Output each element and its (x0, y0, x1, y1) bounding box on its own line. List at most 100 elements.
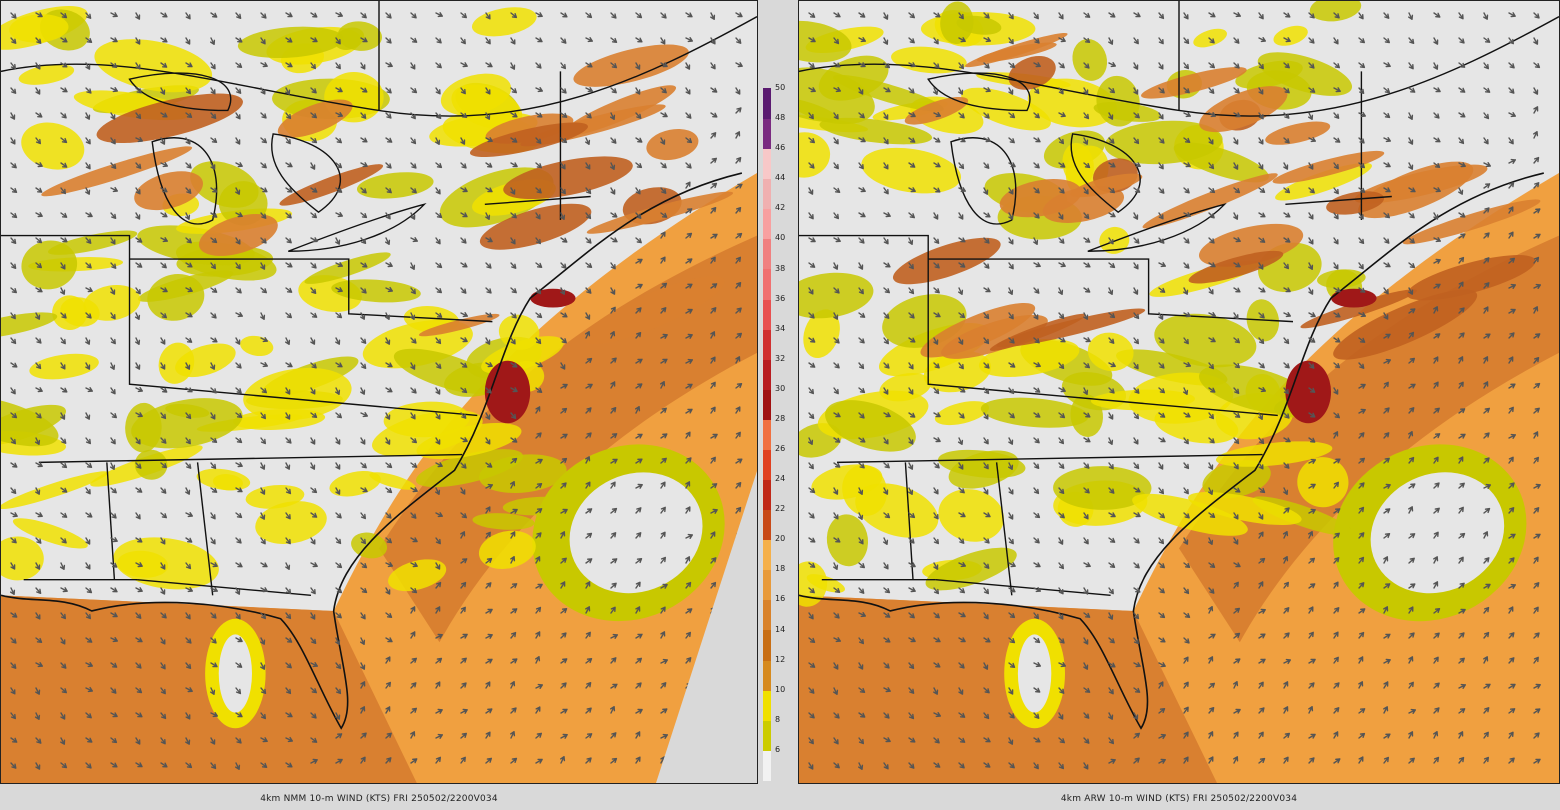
wind-arrow (1208, 462, 1214, 470)
wind-arrow (1283, 362, 1290, 369)
wind-arrow (1133, 757, 1140, 764)
wind-arrow (585, 733, 593, 739)
colorbar-swatch (763, 479, 771, 511)
wind-arrow (185, 162, 192, 169)
wind-arrow (933, 37, 939, 45)
wind-arrow (1333, 162, 1339, 170)
wind-arrow (1258, 37, 1266, 43)
wind-arrow (1508, 657, 1515, 664)
wind-arrow (185, 662, 192, 669)
wind-arrow (1233, 437, 1240, 445)
wind-arrow (285, 736, 293, 743)
wind-arrow (435, 681, 441, 689)
wind-arrow (560, 756, 566, 764)
wind-speed-streak (96, 93, 243, 144)
wind-arrow (1108, 437, 1114, 445)
wind-arrow (135, 587, 143, 593)
wind-arrow (285, 337, 291, 345)
wind-arrow (1533, 256, 1540, 264)
wind-arrow (360, 412, 368, 418)
wind-speed-patch (479, 454, 567, 494)
wind-arrow (1158, 562, 1165, 569)
wind-arrow (1058, 687, 1065, 694)
wind-arrow (410, 62, 416, 70)
wind-arrow (883, 262, 891, 268)
wind-arrow (1183, 706, 1189, 714)
wind-arrow (235, 437, 243, 444)
wind-arrow (808, 712, 815, 719)
wind-arrow (60, 587, 68, 593)
wind-speed-streak (479, 203, 592, 250)
wind-arrow (35, 462, 43, 468)
wind-arrow (908, 362, 914, 370)
wind-arrow (808, 487, 816, 494)
wind-arrow (1208, 512, 1216, 518)
wind-arrow (983, 437, 989, 445)
wind-arrow (883, 212, 891, 218)
wind-arrow (485, 681, 491, 689)
wind-arrow (110, 112, 116, 120)
wind-arrow (385, 286, 393, 293)
wind-arrow (1258, 707, 1265, 714)
wind-arrow (1283, 62, 1290, 69)
wind-arrow (1408, 237, 1415, 244)
wind-arrow (685, 112, 692, 119)
coastline (1, 172, 743, 730)
wind-arrow (260, 437, 266, 445)
map-panel-nmm: 4km NMM 10-m WIND (KTS) FRI 250502/2200V… (0, 0, 758, 810)
wind-arrow (360, 437, 366, 445)
wind-arrow (360, 112, 367, 119)
wind-arrow (1233, 537, 1239, 545)
ocean-wind-band (1179, 235, 1559, 643)
wind-arrow (385, 187, 392, 194)
wind-arrow (808, 287, 814, 295)
wind-arrow (1008, 337, 1015, 344)
wind-speed-patch (806, 574, 846, 593)
wind-arrow (1333, 557, 1340, 564)
wind-arrow (560, 682, 567, 689)
wind-arrow (610, 481, 616, 489)
wind-arrow (85, 437, 91, 445)
wind-arrow (1108, 112, 1114, 120)
wind-arrow (460, 606, 466, 614)
wind-arrow (883, 287, 890, 294)
wind-arrow (1208, 87, 1215, 94)
wind-arrow (135, 262, 143, 268)
wind-arrow (1108, 662, 1116, 668)
wind-arrow (385, 387, 393, 393)
wind-arrow (858, 537, 864, 545)
wind-arrow (1433, 12, 1441, 18)
wind-arrow (983, 462, 989, 470)
wind-arrow (1133, 712, 1139, 720)
wind-arrow (735, 332, 742, 339)
wind-arrow (1033, 712, 1040, 719)
wind-arrow (60, 712, 66, 720)
wind-arrow (933, 87, 939, 95)
wind-arrow (1233, 487, 1241, 493)
wind-arrow (1483, 37, 1491, 43)
wind-arrow (585, 331, 591, 339)
wind-arrow (560, 433, 568, 439)
wind-arrow (35, 37, 42, 44)
wind-arrow (685, 333, 693, 339)
wind-arrow (285, 137, 291, 145)
wind-speed-patch (1, 312, 58, 339)
wind-arrow (1183, 287, 1189, 295)
wind-arrow (360, 362, 367, 369)
wind-speed-patch (304, 252, 391, 284)
wind-arrow (1508, 507, 1515, 514)
wind-arrow (535, 387, 543, 393)
wind-arrow (585, 631, 591, 639)
wind-arrow (535, 162, 542, 169)
wind-arrow (1183, 537, 1189, 545)
wind-arrow (958, 12, 964, 20)
wind-arrow (1308, 187, 1315, 194)
wind-arrow (933, 112, 941, 118)
wind-arrow (335, 758, 343, 764)
wind-arrow (908, 387, 914, 395)
state-border (1, 16, 757, 117)
wind-arrow (808, 312, 815, 319)
wind-arrow (510, 608, 518, 614)
wind-arrow (710, 406, 716, 414)
wind-arrow (385, 262, 393, 268)
